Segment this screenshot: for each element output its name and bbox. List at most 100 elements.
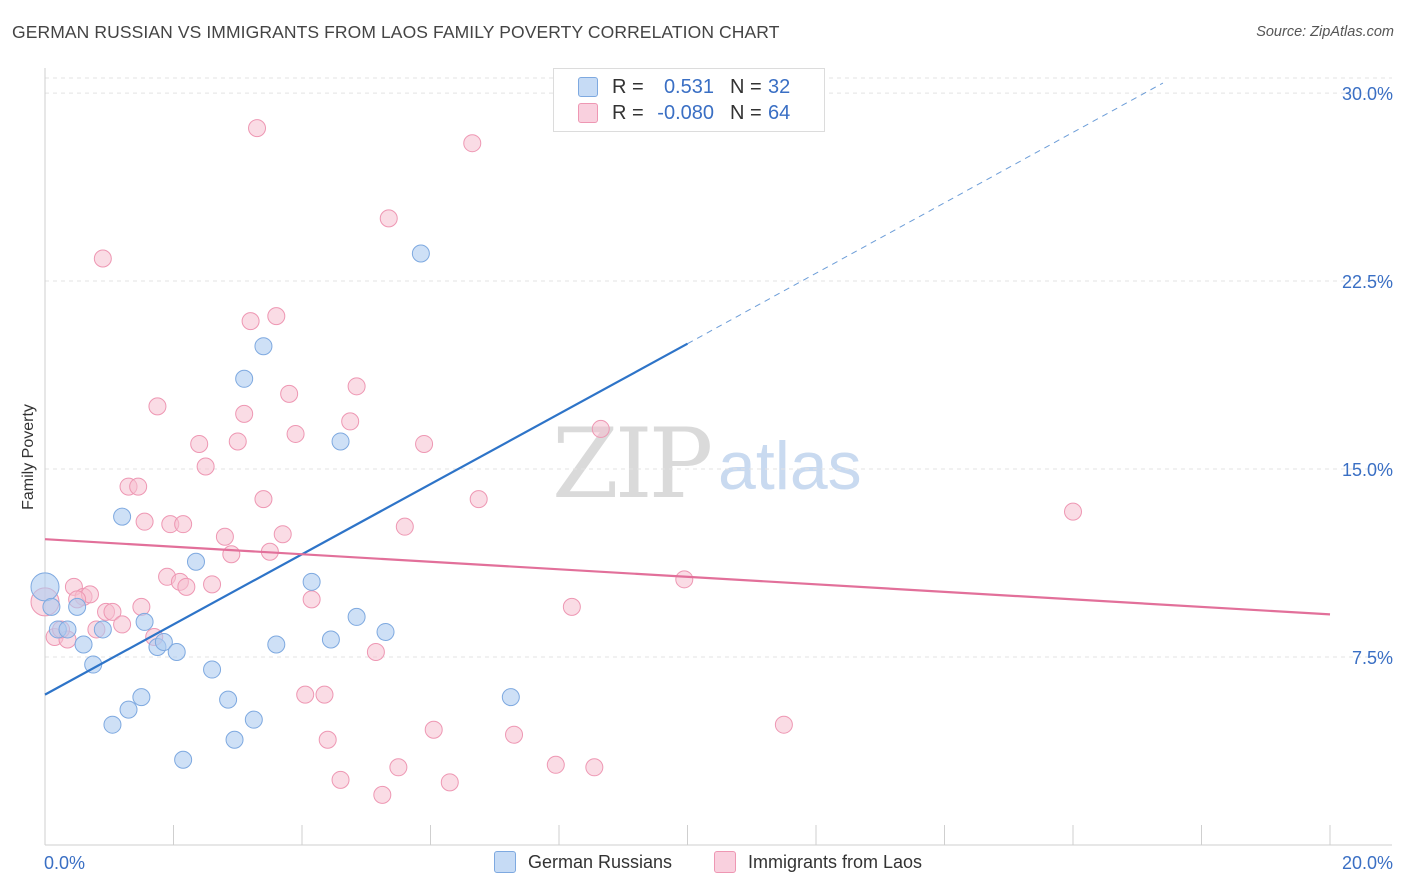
immigrants-from-laos-point	[591, 419, 610, 438]
immigrants-from-laos-point	[135, 512, 154, 531]
immigrants-from-laos-point	[222, 545, 241, 564]
watermark-zip: ZIP	[552, 408, 713, 520]
german-russians-point	[135, 612, 154, 631]
immigrants-from-laos-point	[235, 404, 254, 423]
immigrants-from-laos-point	[562, 597, 581, 616]
y-tick-label: 30.0%	[1342, 84, 1393, 104]
immigrants-from-laos-point	[505, 725, 524, 744]
german-russians-point	[186, 552, 205, 571]
chart-title: GERMAN RUSSIAN VS IMMIGRANTS FROM LAOS F…	[12, 22, 780, 42]
pink-swatch	[578, 103, 598, 123]
immigrants-from-laos-point	[675, 570, 694, 589]
immigrants-from-laos-point	[203, 575, 222, 594]
pink-swatch	[714, 851, 736, 873]
immigrants-from-laos-point	[286, 424, 305, 443]
legend-item-german-russians: German Russians	[494, 851, 672, 873]
immigrants-from-laos-point	[148, 397, 167, 416]
legend-row-german-russians: R = 0.531 N = 32	[578, 74, 790, 100]
immigrants-from-laos-point	[585, 758, 604, 777]
german-russians-point	[68, 597, 87, 616]
german-russians-point	[42, 597, 61, 616]
n-value: 32	[768, 75, 791, 98]
german-russians-point	[174, 750, 193, 769]
n-label: N =	[730, 101, 762, 124]
immigrants-from-laos-point	[280, 384, 299, 403]
y-tick-label: 7.5%	[1352, 648, 1393, 668]
german-russians-point	[411, 244, 430, 263]
immigrants-from-laos-point	[440, 773, 459, 792]
legend-label: Immigrants from Laos	[748, 851, 923, 872]
immigrants-from-laos-point	[1064, 502, 1082, 521]
german-russians-point	[58, 620, 77, 639]
x-tick-label: 20.0%	[1342, 853, 1393, 873]
x-tick-label: 0.0%	[44, 853, 85, 873]
german-russians-point	[113, 507, 132, 526]
immigrants-from-laos-point	[267, 307, 286, 326]
immigrants-from-laos-point	[315, 685, 334, 704]
series-legend: German Russians Immigrants from Laos	[0, 851, 1406, 877]
immigrants-from-laos-point	[174, 515, 193, 534]
immigrants-from-laos-point	[273, 525, 292, 544]
immigrants-from-laos-point	[366, 643, 385, 662]
german-russians-point	[219, 690, 238, 709]
immigrants-from-laos-point	[241, 312, 260, 331]
german-russians-point	[30, 572, 60, 602]
german-russians-point	[74, 635, 93, 654]
legend-item-immigrants-from-laos: Immigrants from Laos	[714, 851, 922, 873]
german-russians-point	[235, 369, 254, 388]
source-label: Source: ZipAtlas.com	[1256, 24, 1394, 40]
immigrants-from-laos-point	[177, 577, 196, 596]
legend-label: German Russians	[528, 851, 673, 872]
immigrants-from-laos-point	[129, 477, 148, 496]
german-russians-point	[501, 688, 520, 707]
immigrants-from-laos-point	[228, 432, 247, 451]
german-russians-trendline	[44, 342, 689, 696]
r-value: -0.080	[657, 101, 714, 124]
immigrants-from-laos-point	[254, 490, 273, 509]
immigrants-from-laos-point	[296, 685, 315, 704]
immigrants-from-laos-point	[373, 785, 392, 804]
immigrants-from-laos-point	[302, 590, 321, 609]
german-russians-point	[302, 572, 321, 591]
correlation-legend: R = 0.531 N = 32 R = -0.080 N = 64	[553, 68, 825, 132]
immigrants-from-laos-point	[93, 249, 112, 268]
n-label: N =	[730, 75, 762, 98]
german-russians-point	[267, 635, 286, 654]
blue-swatch	[578, 77, 598, 97]
immigrants-from-laos-point	[331, 770, 350, 789]
german-russians-point	[244, 710, 263, 729]
immigrants-from-laos-point	[341, 412, 360, 431]
german-russians-point	[347, 607, 366, 626]
n-value: 64	[768, 101, 791, 124]
immigrants-from-laos-trendline	[44, 538, 1331, 616]
immigrants-from-laos-point	[248, 119, 267, 138]
y-tick-label: 15.0%	[1342, 460, 1393, 480]
german-russians-point	[103, 715, 122, 734]
immigrants-from-laos-point	[113, 615, 132, 634]
immigrants-from-laos-point	[389, 758, 408, 777]
immigrants-from-laos-point	[215, 527, 234, 546]
immigrants-from-laos-point	[196, 457, 215, 476]
blue-swatch	[494, 851, 516, 873]
german-russians-point	[331, 432, 350, 451]
german-russians-point	[254, 337, 273, 356]
german-russians-point	[119, 700, 138, 719]
immigrants-from-laos-point	[469, 490, 488, 509]
immigrants-from-laos-point	[424, 720, 443, 739]
german-russians-point	[225, 730, 244, 749]
german-russians-point	[376, 622, 395, 641]
immigrants-from-laos-point	[190, 434, 209, 453]
y-tick-label: 22.5%	[1342, 272, 1393, 292]
immigrants-from-laos-point	[463, 134, 482, 153]
immigrants-from-laos-point	[395, 517, 414, 536]
immigrants-from-laos-point	[132, 597, 151, 616]
immigrants-from-laos-point	[379, 209, 398, 228]
german-russians-point	[93, 620, 112, 639]
immigrants-from-laos-point	[318, 730, 337, 749]
german-russians-point	[203, 660, 222, 679]
immigrants-from-laos-point	[546, 755, 565, 774]
german-russians-point	[321, 630, 340, 649]
german-russians-point	[154, 632, 173, 651]
german-russians-trendline-extension	[687, 82, 1164, 345]
